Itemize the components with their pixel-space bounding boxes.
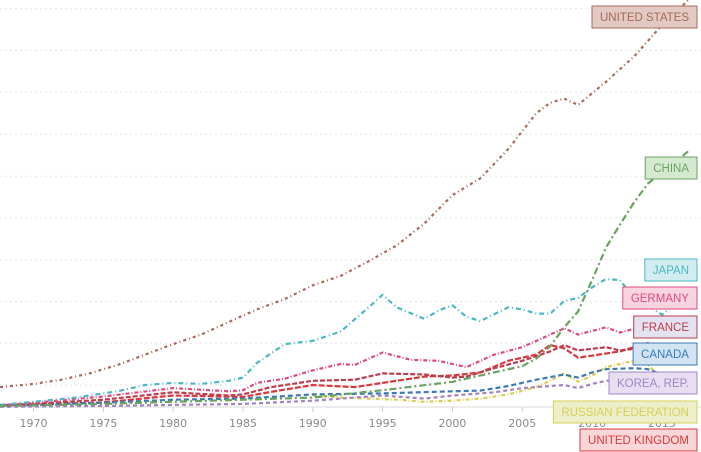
x-tick-label: 1970 <box>20 417 48 430</box>
series-line-russian-federation[interactable] <box>312 359 676 403</box>
series-label-box <box>579 428 698 452</box>
series-label-germany[interactable]: GERMANY <box>622 286 698 310</box>
series-label-box <box>591 5 698 29</box>
series-label-text: UNITED STATES <box>600 12 689 24</box>
x-tick-label: 2000 <box>438 417 466 430</box>
series-label-box <box>633 315 698 339</box>
series-label-box <box>644 258 698 282</box>
series-line-united-states[interactable] <box>0 0 690 389</box>
series-label-japan[interactable]: JAPAN <box>644 258 698 282</box>
series-label-box <box>644 156 698 180</box>
gridlines <box>0 7 701 386</box>
series-label-box <box>608 371 698 395</box>
series-end-labels[interactable]: UNITED STATES CHINA JAPAN GERMANY FRANCE CANA… <box>552 5 698 452</box>
series-label-russian-federation[interactable]: RUSSIAN FEDERATION <box>552 400 698 424</box>
series-label-box <box>632 342 698 366</box>
series-label-text: RUSSIAN FEDERATION <box>561 407 689 419</box>
series-label-text: GERMANY <box>631 293 689 305</box>
series-line-canada[interactable] <box>0 367 676 407</box>
series-line-japan[interactable] <box>0 277 677 406</box>
series-label-china[interactable]: CHINA <box>644 156 698 180</box>
series-line-china[interactable] <box>0 150 690 408</box>
x-tick-label: 1975 <box>89 417 117 430</box>
series-label-united-states[interactable]: UNITED STATES <box>591 5 698 29</box>
series-label-united-kingdom[interactable]: UNITED KINGDOM <box>579 428 698 452</box>
series-label-text: CANADA <box>641 349 689 361</box>
x-tick-label: 1995 <box>369 417 397 430</box>
series-label-text: JAPAN <box>653 265 689 277</box>
series-label-text: CHINA <box>653 163 689 175</box>
series-label-box <box>622 286 698 310</box>
x-tick-label: 1980 <box>159 417 187 430</box>
series-line-france[interactable] <box>0 344 676 407</box>
x-tick-label: 2005 <box>508 417 536 430</box>
series-label-text: KOREA, REP. <box>617 378 689 390</box>
series-label-box <box>552 400 698 424</box>
series-line-united-kingdom[interactable] <box>0 341 677 406</box>
x-tick-label: 1985 <box>229 417 257 430</box>
series-label-france[interactable]: FRANCE <box>633 315 698 339</box>
series-label-text: FRANCE <box>642 322 690 334</box>
series-label-text: UNITED KINGDOM <box>588 435 689 447</box>
series-label-canada[interactable]: CANADA <box>632 342 698 366</box>
series-lines <box>0 0 690 408</box>
x-tick-label: 1990 <box>299 417 327 430</box>
series-label-korea-rep[interactable]: KOREA, REP. <box>608 371 698 395</box>
